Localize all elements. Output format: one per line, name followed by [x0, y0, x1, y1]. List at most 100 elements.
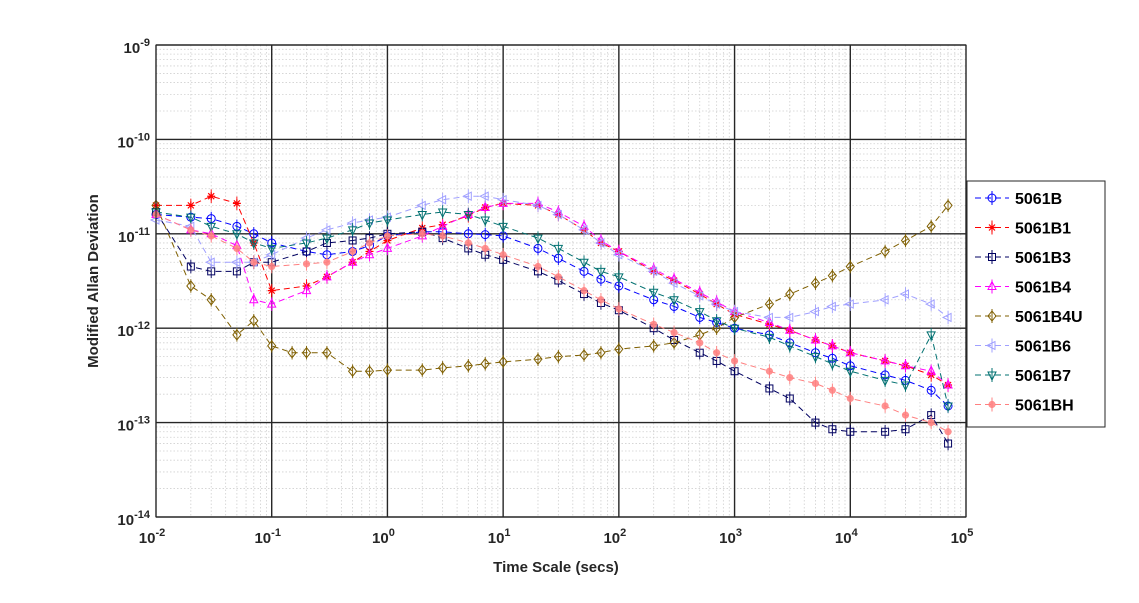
y-tick-labels: 10-14 10-13 10-12 10-11 10-10 10-9 — [117, 37, 150, 529]
y-tick-label: 10-13 — [117, 415, 150, 435]
data-point-5061b1 — [207, 192, 216, 201]
data-point-5061b4u — [900, 234, 911, 247]
data-point-5061b7 — [729, 324, 740, 335]
data-point-5061b4 — [322, 270, 332, 281]
data-point-5061b4u — [437, 362, 448, 374]
data-point-5061b4u — [669, 337, 679, 349]
data-point-5061b4u — [347, 365, 358, 378]
data-point-5061b4 — [987, 280, 997, 290]
data-point-5061bh — [418, 230, 426, 238]
series-line-5061b — [155, 214, 949, 407]
data-point-5061b4 — [301, 284, 312, 295]
data-point-5061b7 — [248, 239, 259, 250]
data-point-5061b4u — [249, 314, 259, 327]
data-point-5061b6 — [985, 340, 996, 351]
data-point-5061b4u — [926, 220, 936, 233]
data-point-5061bh — [250, 258, 258, 266]
data-point-5061bh — [348, 247, 357, 256]
data-point-5061bh — [696, 339, 704, 347]
data-point-5061b4u — [764, 298, 775, 310]
data-point-5061b6 — [594, 238, 605, 248]
legend: 5061B 5061B1 5061B3 5061B4 5061B4U 5061B6 5061… — [966, 180, 1106, 428]
data-point-5061b3 — [881, 427, 890, 436]
data-point-5061b6 — [809, 306, 819, 317]
data-point-5061bh — [670, 328, 678, 337]
x-tick-label: 104 — [835, 527, 859, 547]
data-point-5061b6 — [416, 200, 426, 211]
data-point-5061b4u — [287, 346, 297, 359]
legend-label: 5061B3 — [1015, 250, 1071, 267]
data-point-5061b4u — [614, 343, 624, 355]
data-point-5061b6 — [230, 257, 241, 268]
plot-background — [156, 45, 966, 517]
data-point-5061bh — [499, 251, 507, 259]
data-point-5061b4 — [926, 365, 936, 375]
data-point-5061b7 — [322, 234, 332, 245]
data-point-5061bh — [881, 402, 889, 410]
data-point-5061b7 — [480, 216, 491, 227]
data-point-5061bh — [187, 226, 195, 234]
data-point-5061b7 — [266, 244, 277, 255]
data-point-5061b7 — [987, 371, 997, 382]
series-5061bh — [152, 207, 952, 439]
data-point-5061b4u — [364, 365, 375, 378]
legend-entry-5061b4: 5061B4 — [975, 279, 1071, 297]
data-point-5061b7 — [764, 333, 775, 344]
data-point-5061b3 — [901, 425, 910, 434]
legend-label: 5061B — [1015, 191, 1062, 208]
data-point-5061bh — [302, 260, 311, 268]
data-point-5061b4 — [880, 354, 890, 365]
data-point-5061b7 — [417, 211, 428, 221]
data-point-5061b4 — [810, 333, 821, 344]
series-line-5061b7 — [155, 211, 949, 407]
x-tick-label: 100 — [372, 527, 395, 547]
data-point-5061bh — [615, 305, 623, 313]
data-point-5061b6 — [925, 299, 935, 309]
data-point-5061bh — [365, 239, 374, 247]
axes-frame — [155, 44, 967, 518]
data-point-5061b7 — [463, 211, 474, 221]
data-point-5061b6 — [320, 225, 331, 235]
data-point-5061bh — [383, 232, 392, 240]
series-5061b4u — [151, 198, 953, 379]
legend-entry-5061b1: 5061B1 — [975, 220, 1071, 238]
data-point-5061b3 — [348, 236, 357, 245]
data-point-5061b3 — [765, 384, 774, 393]
data-point-5061b6 — [826, 301, 836, 312]
data-point-5061bh — [765, 367, 774, 375]
data-point-5061b6 — [783, 312, 794, 323]
y-tick-label: 10-10 — [117, 131, 150, 151]
y-tick-label: 10-11 — [118, 226, 150, 246]
data-point-5061bh — [580, 287, 588, 295]
legend-label: 5061B1 — [1015, 221, 1071, 238]
data-point-5061b7 — [827, 360, 838, 370]
data-point-5061b6 — [462, 191, 472, 202]
data-point-5061b7 — [579, 258, 589, 269]
x-tick-label: 10-1 — [254, 527, 280, 547]
data-point-5061b4u — [498, 356, 508, 368]
data-point-5061b6 — [577, 225, 588, 235]
data-point-5061b4 — [248, 293, 259, 304]
data-point-5061b6 — [265, 249, 276, 260]
data-point-5061bh — [534, 262, 542, 271]
data-point-5061b1 — [988, 223, 996, 232]
data-point-5061b6 — [497, 194, 507, 205]
data-point-5061bh — [481, 244, 489, 253]
data-point-5061bh — [207, 232, 215, 240]
data-point-5061b4u — [553, 350, 563, 363]
data-point-5061bh — [323, 258, 331, 266]
data-point-5061bh — [439, 232, 447, 240]
x-axis-label: Time Scale (secs) — [493, 559, 619, 576]
legend-entry-5061b4u: 5061B4U — [975, 309, 1083, 326]
data-point-5061b6 — [346, 218, 357, 228]
data-point-5061b7 — [943, 402, 953, 413]
series-line-5061bh — [155, 214, 949, 433]
data-point-5061b4 — [845, 346, 856, 357]
data-point-5061b4u — [943, 199, 953, 212]
data-point-5061b4u — [845, 260, 855, 273]
data-point-5061b4u — [579, 349, 589, 361]
data-point-5061b3 — [730, 367, 739, 376]
data-point-5061b4 — [943, 378, 953, 389]
data-point-5061b7 — [694, 308, 705, 318]
data-point-5061b4u — [322, 346, 332, 359]
